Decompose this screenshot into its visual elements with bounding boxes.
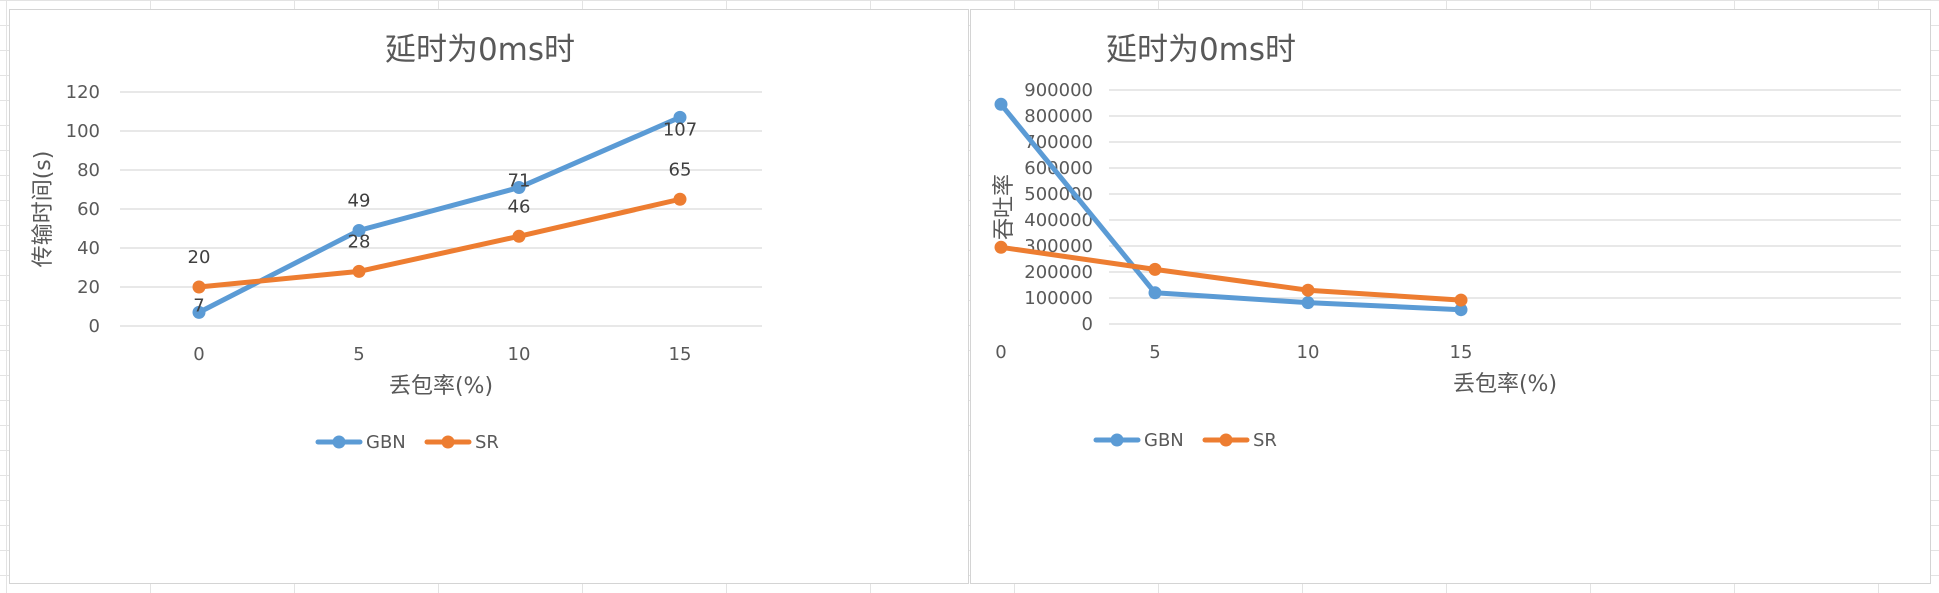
chart-title-right: 延时为0ms时 — [1106, 32, 1296, 68]
x-tick-label-right: 5 — [1149, 342, 1160, 363]
data-label-sr-left: 65 — [669, 159, 692, 180]
y-axis-title-right: 吞吐率 — [992, 174, 1017, 240]
series-line-gbn-right — [998, 101, 1464, 313]
y-tick-label-left: 100 — [66, 121, 100, 142]
chart-title-left: 延时为0ms时 — [385, 32, 575, 68]
legend-label: SR — [1253, 430, 1277, 451]
y-tick-label-left: 60 — [77, 199, 100, 220]
data-point-gbn-left — [512, 181, 526, 195]
y-axis-title-left: 传输时间(s) — [31, 151, 56, 268]
x-tick-label-right: 15 — [1450, 342, 1473, 363]
data-label-sr-left: 46 — [508, 196, 531, 217]
y-tick-label-right: 0 — [1082, 314, 1093, 335]
data-point-sr-left — [673, 192, 687, 206]
y-tick-label-right: 900000 — [1024, 80, 1093, 101]
data-point-sr-left — [192, 280, 206, 294]
y-tick-label-left: 20 — [77, 277, 100, 298]
data-label-gbn-left: 107 — [663, 119, 697, 140]
legend-item-gbn-left: GBN — [315, 432, 406, 453]
data-point-sr-left — [352, 264, 366, 278]
x-tick-label-left: 0 — [193, 344, 204, 365]
x-tick-label-left: 10 — [508, 344, 531, 365]
y-tick-label-right: 700000 — [1024, 132, 1093, 153]
data-label-gbn-left: 71 — [508, 171, 531, 192]
y-tick-label-left: 0 — [89, 316, 100, 337]
legend-item-sr-left: SR — [424, 432, 499, 453]
data-point-gbn-right — [1148, 286, 1162, 300]
data-point-gbn-left — [192, 305, 206, 319]
data-label-sr-left: 20 — [188, 247, 211, 268]
legend-label: GBN — [366, 432, 406, 453]
data-label-gbn-left: 7 — [193, 295, 204, 316]
x-axis-title-left: 丢包率(%) — [389, 374, 493, 399]
series-line-gbn-left — [196, 114, 683, 315]
data-point-gbn-right — [1454, 303, 1468, 317]
data-point-sr-right — [1301, 283, 1315, 297]
series-line-sr-right — [998, 244, 1464, 303]
data-point-sr-left — [512, 229, 526, 243]
y-tick-label-left: 120 — [66, 82, 100, 103]
y-tick-label-right: 200000 — [1024, 262, 1093, 283]
data-point-gbn-right — [1301, 296, 1315, 310]
chart-right-svg: 延时为0ms时010000020000030000040000050000060… — [992, 32, 1901, 451]
data-point-sr-right — [1454, 293, 1468, 307]
y-tick-label-left: 80 — [77, 160, 100, 181]
chart-left-svg: 延时为0ms时 0 20 40 60 80 100 120 0 5 10 15 丢包率(%) 传输时间(s… — [31, 32, 762, 453]
y-tick-label-right: 100000 — [1024, 288, 1093, 309]
x-tick-label-right: 10 — [1297, 342, 1320, 363]
y-tick-label-right: 800000 — [1024, 106, 1093, 127]
data-point-sr-right — [1148, 262, 1162, 276]
legend-swatch-marker — [332, 435, 346, 449]
data-point-sr-right — [994, 240, 1008, 254]
legend-swatch-marker — [441, 435, 455, 449]
x-tick-label-right: 0 — [995, 342, 1006, 363]
series-line-sr-left — [196, 196, 683, 290]
legend-swatch-marker — [1110, 433, 1124, 447]
data-point-gbn-left — [352, 223, 366, 237]
data-label-sr-left: 28 — [348, 231, 371, 252]
legend-label: SR — [475, 432, 499, 453]
chart-left[interactable]: 延时为0ms时 0 20 40 60 80 100 120 0 5 10 15 丢包率(%) 传输时间(s… — [9, 9, 969, 584]
x-axis-title-right: 丢包率(%) — [1453, 372, 1557, 397]
x-tick-label-left: 5 — [353, 344, 364, 365]
legend-item-gbn-right: GBN — [1093, 430, 1184, 451]
data-point-gbn-left — [673, 110, 687, 124]
y-tick-label-right: 600000 — [1024, 158, 1093, 179]
legend-swatch-marker — [1219, 433, 1233, 447]
x-tick-label-left: 15 — [669, 344, 692, 365]
chart-right[interactable]: 延时为0ms时 0 100000 200000 300000 400000 500000 60… — [970, 9, 1931, 584]
y-tick-label-right: 400000 — [1024, 210, 1093, 231]
legend-label: GBN — [1144, 430, 1184, 451]
y-tick-label-left: 40 — [77, 238, 100, 259]
data-label-gbn-left: 49 — [348, 190, 371, 211]
legend-item-sr-right: SR — [1202, 430, 1277, 451]
data-point-gbn-right — [994, 97, 1008, 111]
